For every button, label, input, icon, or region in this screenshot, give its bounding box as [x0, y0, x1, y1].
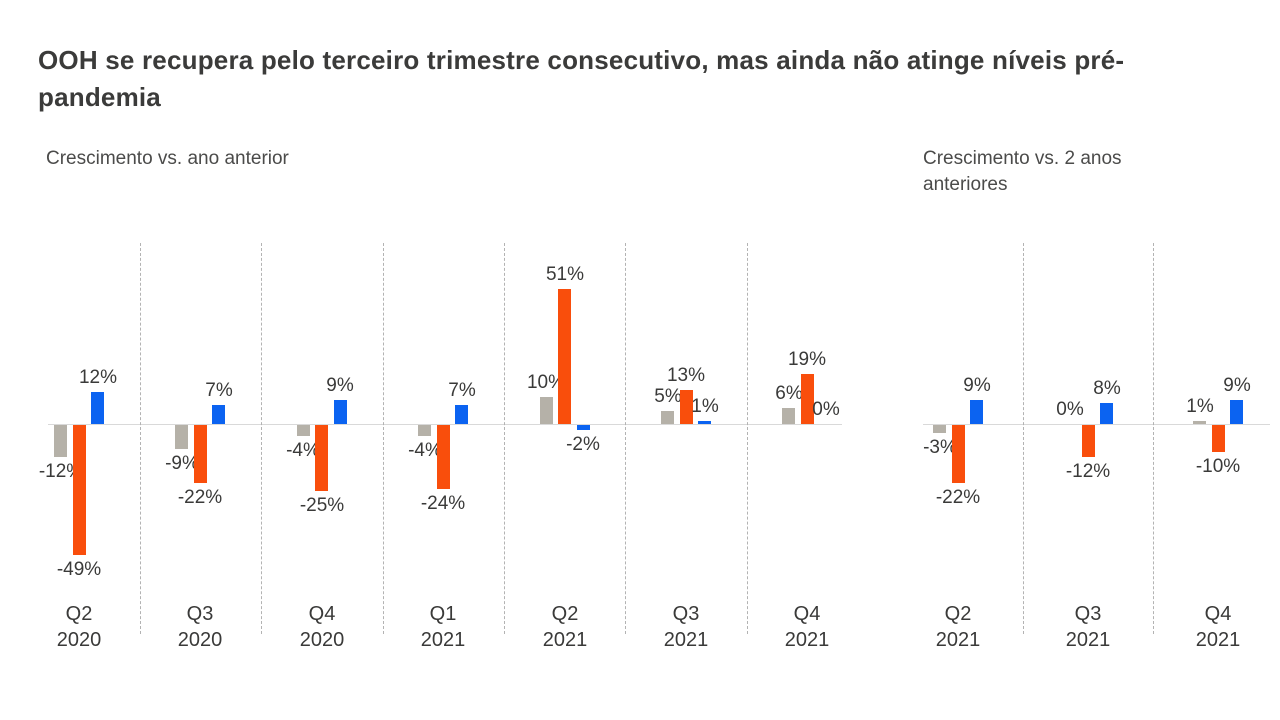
bar-value-label: -9% — [165, 453, 199, 474]
left-chart-subtitle: Crescimento vs. ano anterior — [46, 148, 289, 169]
bar-value-label: 19% — [787, 349, 827, 370]
category-separator — [625, 243, 626, 634]
bar-value-label: 6% — [775, 383, 803, 404]
bar-value-label: -4% — [408, 440, 442, 461]
bar-value-label: -25% — [299, 495, 345, 516]
axis-baseline — [48, 424, 842, 425]
bar-value-label: -4% — [286, 440, 320, 461]
category-label-q4-2021: Q4 2021 — [784, 603, 830, 651]
bar-blue-q1-2021 — [455, 405, 468, 424]
bar-blue-q2-2021 — [577, 425, 590, 430]
category-label-q2-2021: Q2 2021 — [935, 603, 981, 651]
bar-value-label: 9% — [1223, 375, 1251, 396]
bar-value-label: 12% — [78, 367, 118, 388]
bar-value-label: -10% — [1195, 456, 1241, 477]
bar-value-label: 8% — [1093, 378, 1121, 399]
bar-orange-q4-2021 — [1212, 425, 1225, 452]
bar-gray-q4-2021 — [1193, 421, 1206, 424]
category-label-q3-2021: Q3 2021 — [1065, 603, 1111, 651]
bar-orange-q2-2020 — [73, 425, 86, 555]
bar-value-label: 1% — [1186, 396, 1214, 417]
bar-value-label: -22% — [935, 487, 981, 508]
category-separator — [747, 243, 748, 634]
bar-gray-q3-2021 — [661, 411, 674, 424]
bar-blue-q4-2020 — [334, 400, 347, 424]
bar-blue-q3-2021 — [698, 421, 711, 424]
bar-value-label: -2% — [566, 434, 600, 455]
bar-value-label: -24% — [420, 493, 466, 514]
category-label-q4-2021: Q4 2021 — [1195, 603, 1241, 651]
bar-gray-q2-2021 — [540, 397, 553, 424]
bar-value-label: -22% — [177, 487, 223, 508]
bar-orange-q4-2020 — [315, 425, 328, 491]
bar-orange-q4-2021 — [801, 374, 814, 424]
category-label-q4-2020: Q4 2020 — [299, 603, 345, 651]
bar-gray-q4-2020 — [297, 425, 310, 436]
category-separator — [1153, 243, 1154, 634]
bar-orange-q2-2021 — [558, 289, 571, 424]
category-separator — [261, 243, 262, 634]
bar-value-label: -12% — [38, 461, 84, 482]
bar-value-label: 13% — [666, 365, 706, 386]
bar-orange-q3-2021 — [1082, 425, 1095, 457]
category-separator — [504, 243, 505, 634]
bar-gray-q2-2020 — [54, 425, 67, 457]
bar-gray-q3-2020 — [175, 425, 188, 449]
bar-gray-q4-2021 — [782, 408, 795, 424]
bar-orange-q2-2021 — [952, 425, 965, 483]
bar-gray-q2-2021 — [933, 425, 946, 433]
bar-value-label: 0% — [812, 399, 840, 420]
category-separator — [1023, 243, 1024, 634]
bar-value-label: 7% — [205, 380, 233, 401]
bar-blue-q2-2021 — [970, 400, 983, 424]
bar-value-label: 1% — [691, 396, 719, 417]
page-title: OOH se recupera pelo terceiro trimestre … — [38, 45, 1125, 112]
category-label-q2-2020: Q2 2020 — [56, 603, 102, 651]
category-label-q3-2021: Q3 2021 — [663, 603, 709, 651]
bar-value-label: -12% — [1065, 461, 1111, 482]
bar-value-label: 5% — [654, 386, 682, 407]
category-label-q3-2020: Q3 2020 — [177, 603, 223, 651]
axis-baseline — [923, 424, 1270, 425]
category-separator — [383, 243, 384, 634]
bar-blue-q4-2021 — [1230, 400, 1243, 424]
bar-value-label: 7% — [448, 380, 476, 401]
bar-gray-q1-2021 — [418, 425, 431, 436]
category-label-q2-2021: Q2 2021 — [542, 603, 588, 651]
bar-orange-q3-2020 — [194, 425, 207, 483]
bar-value-label: 10% — [526, 372, 566, 393]
category-separator — [140, 243, 141, 634]
bar-value-label: 9% — [326, 375, 354, 396]
bar-value-label: 9% — [963, 375, 991, 396]
bar-orange-q1-2021 — [437, 425, 450, 489]
bar-blue-q2-2020 — [91, 392, 104, 424]
bar-blue-q3-2021 — [1100, 403, 1113, 424]
category-label-q1-2021: Q1 2021 — [420, 603, 466, 651]
bar-value-label: -49% — [56, 559, 102, 580]
bar-value-label: -3% — [923, 437, 957, 458]
bar-orange-q3-2021 — [680, 390, 693, 424]
bar-blue-q3-2020 — [212, 405, 225, 424]
bar-value-label: 0% — [1056, 399, 1084, 420]
right-chart-subtitle: Crescimento vs. 2 anos anteriores — [923, 148, 1122, 195]
bar-value-label: 51% — [545, 264, 585, 285]
